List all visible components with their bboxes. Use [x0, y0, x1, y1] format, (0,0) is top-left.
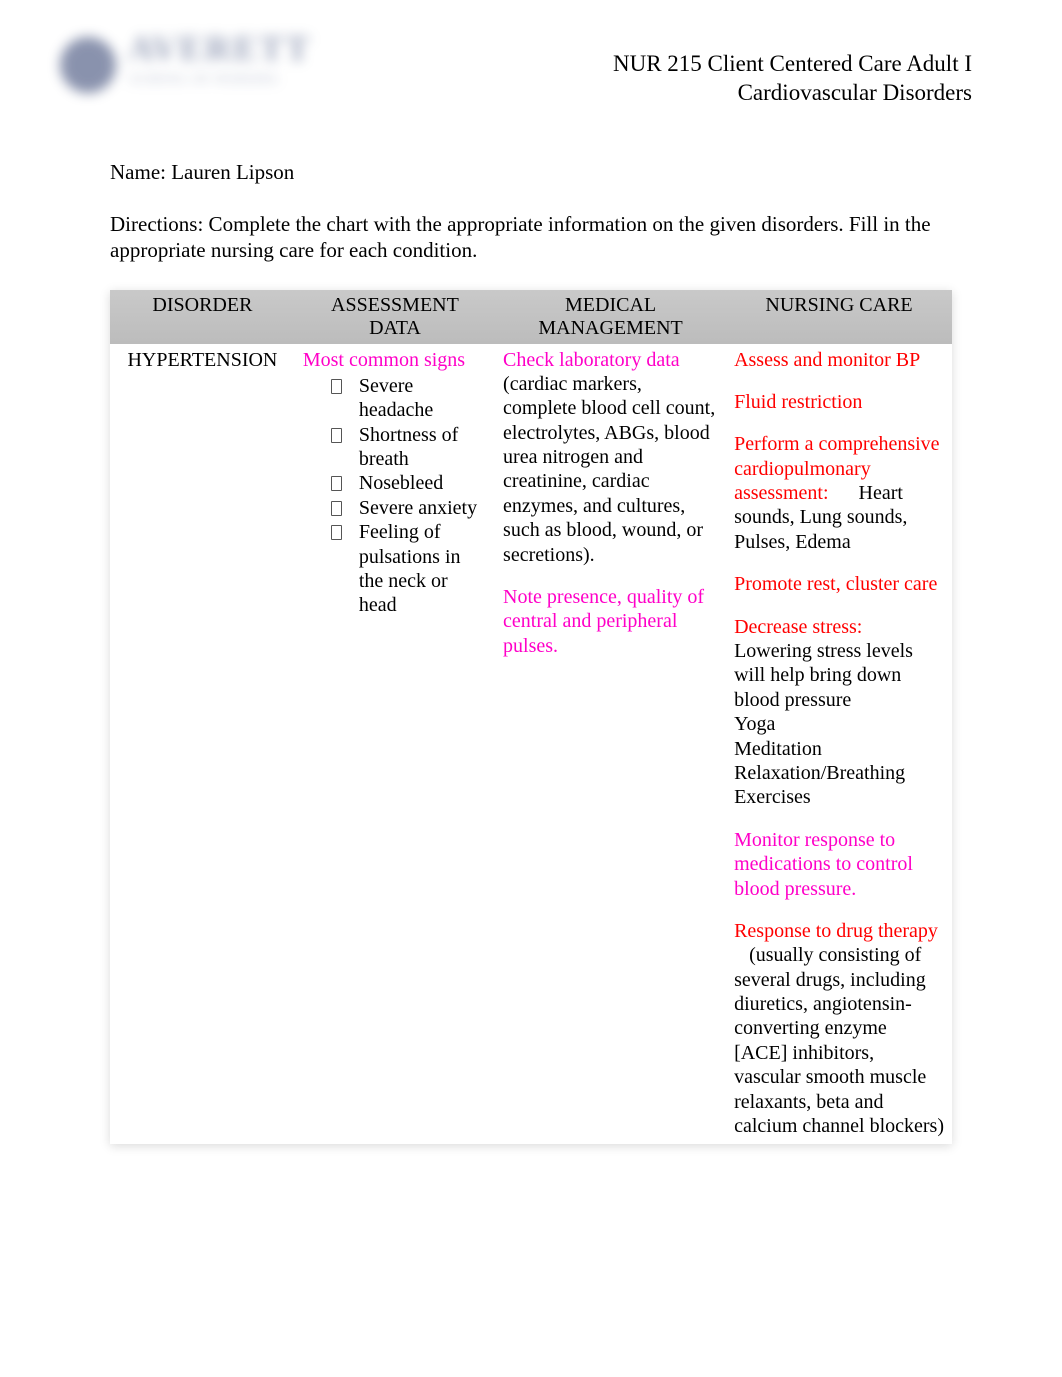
name-value: Lauren Lipson: [171, 160, 294, 184]
th-assessment: ASSESSMENT DATA: [295, 290, 495, 344]
th-assessment-l1: ASSESSMENT: [331, 294, 459, 316]
cell-disorder: HYPERTENSION: [110, 344, 295, 1145]
table-header-row: DISORDER ASSESSMENT DATA MEDICAL MANAGEM…: [110, 290, 952, 344]
medical-p2: Note presence, quality of central and pe…: [503, 585, 718, 658]
th-medical-l1: MEDICAL: [565, 294, 656, 316]
th-assessment-l2: DATA: [369, 317, 421, 339]
nursing-b7: Response to drug therapy (usually consis…: [734, 919, 944, 1139]
assessment-list: Severe headache Shortness of breath Nose…: [303, 374, 487, 618]
cell-nursing: Assess and monitor BP Fluid restriction …: [726, 344, 952, 1145]
nursing-b5-rest: Lowering stress levels will help bring d…: [734, 640, 913, 808]
list-item: Feeling of pulsations in the neck or hea…: [331, 520, 487, 618]
th-nursing: NURSING CARE: [726, 290, 952, 344]
medical-p1-rest: (cardiac markers, complete blood cell co…: [503, 373, 715, 566]
name-label: Name:: [110, 160, 166, 184]
course-header: NUR 215 Client Centered Care Adult I Car…: [613, 50, 972, 108]
logo-mark: [60, 37, 116, 93]
list-item: Shortness of breath: [331, 423, 487, 472]
table-row: HYPERTENSION Most common signs Severe he…: [110, 344, 952, 1145]
course-line-1: NUR 215 Client Centered Care Adult I: [613, 50, 972, 79]
name-line: Name: Lauren Lipson: [110, 160, 952, 185]
disorders-table: DISORDER ASSESSMENT DATA MEDICAL MANAGEM…: [110, 290, 952, 1145]
medical-p1: Check laboratory data (cardiac markers, …: [503, 348, 718, 568]
cell-medical: Check laboratory data (cardiac markers, …: [495, 344, 726, 1145]
page-content: Name: Lauren Lipson Directions: Complete…: [110, 160, 952, 1144]
nursing-b6: Monitor response to medications to contr…: [734, 828, 944, 901]
logo-text-sub: SCHOOL OF NURSING: [130, 71, 279, 87]
nursing-b3: Perform a comprehensive cardiopulmonary …: [734, 432, 944, 554]
nursing-b7-rest: (usually consisting of several drugs, in…: [734, 944, 944, 1137]
list-item: Nosebleed: [331, 471, 487, 495]
logo: AVERETT SCHOOL OF NURSING: [60, 25, 320, 105]
directions-text: Directions: Complete the chart with the …: [110, 211, 952, 264]
th-medical: MEDICAL MANAGEMENT: [495, 290, 726, 344]
th-disorder: DISORDER: [110, 290, 295, 344]
medical-p1-lead: Check laboratory data: [503, 349, 680, 371]
list-item: Severe headache: [331, 374, 487, 423]
nursing-b7-lead: Response to drug therapy: [734, 920, 938, 942]
nursing-b1: Assess and monitor BP: [734, 348, 944, 372]
nursing-b5: Decrease stress: Lowering stress levels …: [734, 615, 944, 810]
nursing-b2: Fluid restriction: [734, 390, 944, 414]
nursing-b4: Promote rest, cluster care: [734, 572, 944, 596]
course-line-2: Cardiovascular Disorders: [613, 79, 972, 108]
cell-assessment: Most common signs Severe headache Shortn…: [295, 344, 495, 1145]
nursing-b3-lead: Perform a comprehensive cardiopulmonary …: [734, 433, 939, 504]
logo-text-main: AVERETT: [128, 27, 311, 69]
nursing-b5-lead: Decrease stress:: [734, 616, 862, 638]
list-item: Severe anxiety: [331, 496, 487, 520]
assessment-lead: Most common signs: [303, 349, 465, 371]
th-medical-l2: MANAGEMENT: [538, 317, 682, 339]
